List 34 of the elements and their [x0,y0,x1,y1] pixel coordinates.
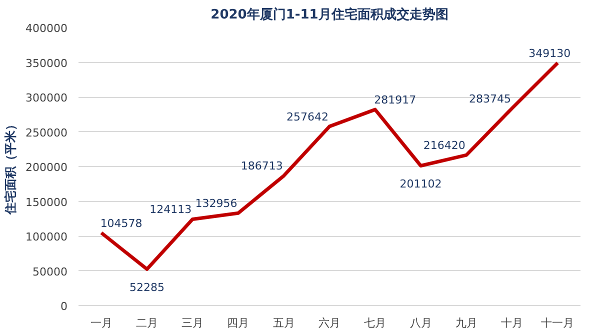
data-label: 216420 [423,139,466,152]
x-tick-label: 十一月 [541,316,574,330]
data-label: 281917 [374,94,416,107]
x-tick-label: 二月 [136,316,158,330]
x-tick-label: 七月 [364,316,386,330]
x-tick-label: 十月 [501,316,524,330]
line-series [100,61,560,271]
data-label: 283745 [469,92,512,106]
y-tick-label: 0 [60,300,68,313]
y-tick-label: 350000 [26,56,68,70]
data-label: 201102 [400,178,442,191]
x-tick-label: 八月 [410,316,432,330]
data-label: 52285 [129,281,164,294]
x-tick-label: 四月 [227,316,250,330]
x-tick-label: 九月 [455,316,478,330]
data-label: 104578 [100,216,142,230]
x-tick-label: 五月 [272,316,295,330]
y-tick-label: 50000 [32,265,68,278]
data-label: 186713 [240,160,283,173]
y-tick-label: 150000 [26,196,68,209]
data-label: 132956 [195,197,238,210]
chart-title: 2020年厦门1-11月住宅面积成交走势图 [210,6,448,22]
y-tick-label: 250000 [26,126,68,140]
x-tick-label: 三月 [182,316,204,330]
data-label: 257642 [286,110,329,124]
y-tick-label: 100000 [26,230,68,244]
y-tick-label: 200000 [26,161,68,174]
y-tick-label: 400000 [26,22,68,35]
y-axis-title: 住宅面积（平米） [4,118,18,216]
data-label: 124113 [150,203,192,216]
y-tick-label: 300000 [26,92,68,104]
x-tick-label: 六月 [318,316,340,330]
data-label: 349130 [528,46,571,60]
x-tick-label: 一月 [90,316,112,330]
